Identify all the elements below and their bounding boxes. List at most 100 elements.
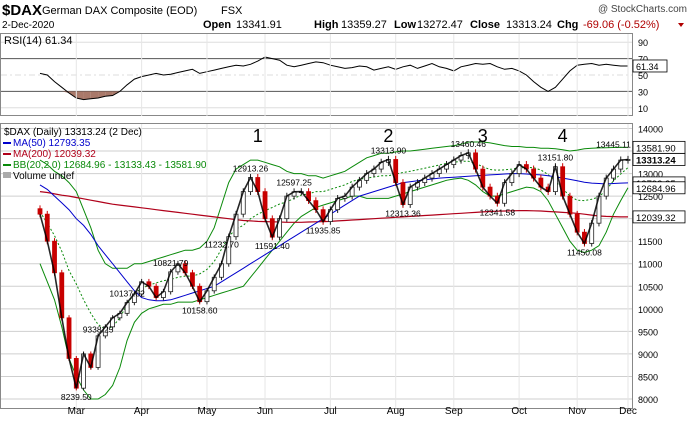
close-label: Close [470,19,500,31]
rsi-value-tag: 61.34 [636,62,659,72]
low-value: 13272.47 [417,19,463,31]
legend-main: $DAX (Daily) 13313.24 (2 Dec) [4,127,142,138]
ma200-line [39,191,628,223]
price-label-13313.90: 13313.90 [371,145,407,155]
value-tag-box-12039.32 [632,210,686,224]
price-tick-8000: 8000 [638,395,658,405]
annotation-1: 1 [253,126,263,146]
price-grid: 1400013500130001250012000115001100010500… [1,34,663,408]
price-label-13445.11: 13445.11 [596,140,631,150]
rsi-pane [0,33,633,116]
value-tag-box-12684.96 [632,181,686,195]
rsi-layer: 61.34 [39,56,668,101]
annotation-4: 4 [558,126,568,146]
x-tick-Sep: Sep [445,406,463,417]
bb-mid-line [39,160,629,330]
open-value: 13341.91 [236,19,282,31]
legend-volume-swatch [3,172,11,178]
x-tick-Jul: Jul [324,406,337,417]
price-layer [37,141,631,400]
high-value: 13359.27 [341,19,387,31]
annotation-2: 2 [383,126,393,146]
price-tick-14000: 14000 [638,125,663,135]
rsi-tick-50: 50 [638,71,648,81]
candle-body [37,208,43,215]
low-label: Low [394,19,416,31]
price-label-10137.62: 10137.62 [109,289,145,299]
price-tick-10500: 10500 [638,282,663,292]
price-label-11450.08: 11450.08 [567,247,602,257]
quote-date: 2-Dec-2020 [2,20,55,31]
value-tag-box-13313.24 [632,153,686,166]
price-label-12913.26: 12913.26 [233,163,269,173]
rsi-oversold-fill [76,91,84,100]
close-value: 13313.24 [506,19,552,31]
value-tag-12684.96: 12684.96 [636,184,676,195]
bb-upper-line [39,141,628,269]
value-tag-13581.90: 13581.90 [636,143,676,154]
rsi-oversold-fill [90,91,99,99]
price-label-13460.46: 13460.46 [451,139,487,149]
down-arrow-icon [678,23,684,27]
exchange: FSX [221,5,243,17]
price-label-11591.40: 11591.40 [255,241,290,251]
price-label-12313.36: 12313.36 [385,209,421,219]
price-label-12341.58: 12341.58 [480,207,516,217]
symbol-name: German DAX Composite (EOD) [42,5,197,17]
price-label-10158.60: 10158.60 [182,306,218,316]
value-tag-13313.24: 13313.24 [636,155,676,166]
price-label-8239.50: 8239.50 [61,392,92,402]
chg-value: -69.06 (-0.52%) [583,19,659,31]
label-layer: 8239.509338.2510137.6210821.7910158.6011… [61,126,686,402]
watermark: @ StockCharts.com [598,4,687,15]
high-label: High [314,19,339,31]
price-tick-8500: 8500 [638,372,658,382]
open-label: Open [203,19,231,31]
price-tick-10000: 10000 [638,305,663,315]
close-line [39,151,629,389]
x-tick-Aug: Aug [387,406,405,417]
bb-lower-line [39,177,629,400]
price-label-11935.85: 11935.85 [306,226,341,236]
legend-ma50: MA(50) 12793.35 [13,138,91,149]
price-label-12597.25: 12597.25 [276,178,312,188]
price-tick-11000: 11000 [638,260,662,270]
rsi-grid: 9070503010 [1,38,648,114]
x-tick-Oct: Oct [511,406,527,417]
price-label-11232.70: 11232.70 [204,239,239,249]
annotation-3: 3 [478,126,488,146]
price-tick-12500: 12500 [638,192,663,202]
legend-volume: Volume undef [13,171,74,182]
chg-label: Chg [557,19,578,31]
price-label-13151.80: 13151.80 [538,153,574,163]
ma50-line [39,173,629,302]
rsi-oversold-fill [83,91,91,100]
rsi-line [39,56,628,101]
rsi-value-tag-box [632,59,668,73]
rsi-tick-90: 90 [638,38,648,48]
price-legend: $DAX (Daily) 13313.24 (2 Dec) MA(50) 127… [3,127,207,182]
x-axis: Mar Apr May Jun Jul Aug Sep Oct Nov Dec [68,406,637,417]
x-tick-Dec: Dec [619,406,637,417]
price-label-9338.25: 9338.25 [83,325,114,335]
price-label-10821.79: 10821.79 [153,258,189,268]
x-tick-May: May [198,406,217,417]
rsi-tick-10: 10 [638,104,648,114]
symbol: $DAX [2,2,42,19]
price-pane [0,123,633,409]
value-tag-12039.32: 12039.32 [636,213,676,224]
price-tick-9000: 9000 [638,350,658,360]
legend-bb: BB(20,2.0) 12684.96 - 13133.43 - 13581.9… [13,160,207,171]
x-tick-Nov: Nov [568,406,586,417]
x-tick-Jun: Jun [257,406,273,417]
price-tick-11500: 11500 [638,237,662,247]
price-tick-9500: 9500 [638,327,658,337]
rsi-oversold-fill [105,91,113,97]
price-tick-13000: 13000 [638,170,663,180]
x-tick-Apr: Apr [134,406,150,417]
rsi-legend: RSI(14) 61.34 [4,35,72,47]
legend-ma200: MA(200) 12039.32 [13,149,96,160]
rsi-tick-30: 30 [638,87,648,97]
